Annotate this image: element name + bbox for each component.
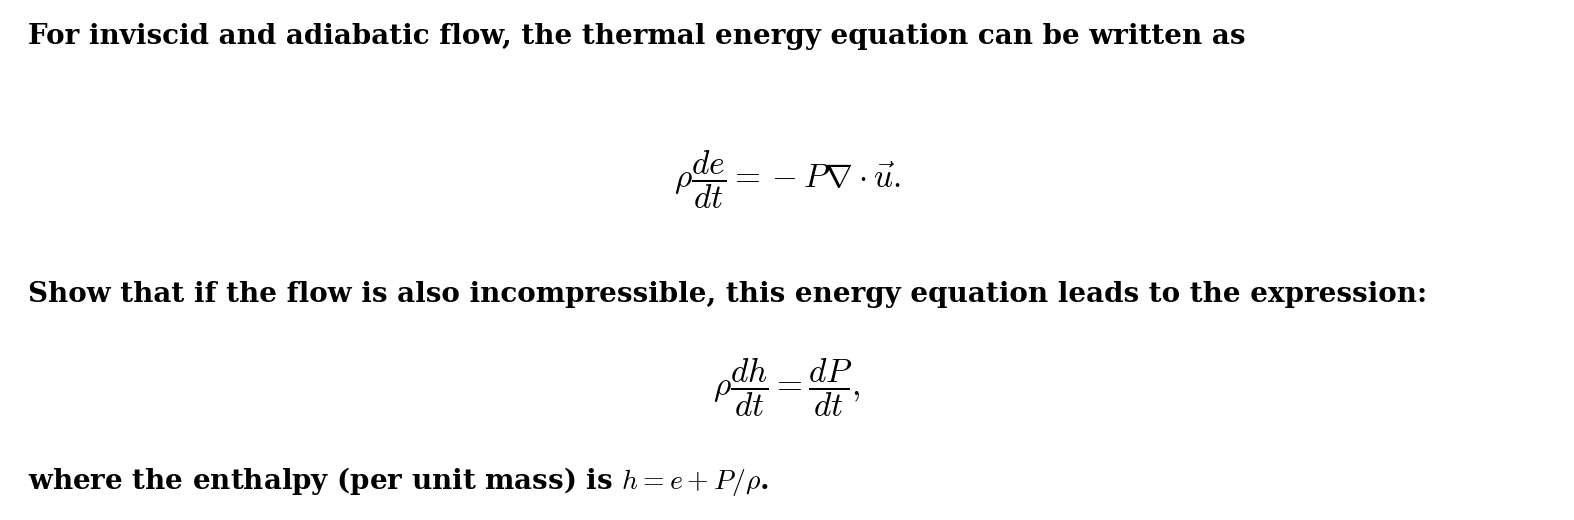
Text: Show that if the flow is also incompressible, this energy equation leads to the : Show that if the flow is also incompress… [28, 281, 1428, 308]
Text: where the enthalpy (per unit mass) is $h = e + P/\rho$.: where the enthalpy (per unit mass) is $h… [28, 465, 770, 498]
Text: $\rho\dfrac{de}{dt} = -P\nabla \cdot \vec{u}.$: $\rho\dfrac{de}{dt} = -P\nabla \cdot \ve… [674, 148, 900, 211]
Text: For inviscid and adiabatic flow, the thermal energy equation can be written as: For inviscid and adiabatic flow, the the… [28, 23, 1247, 50]
Text: $\rho\dfrac{dh}{dt} = \dfrac{dP}{dt},$: $\rho\dfrac{dh}{dt} = \dfrac{dP}{dt},$ [713, 356, 861, 419]
